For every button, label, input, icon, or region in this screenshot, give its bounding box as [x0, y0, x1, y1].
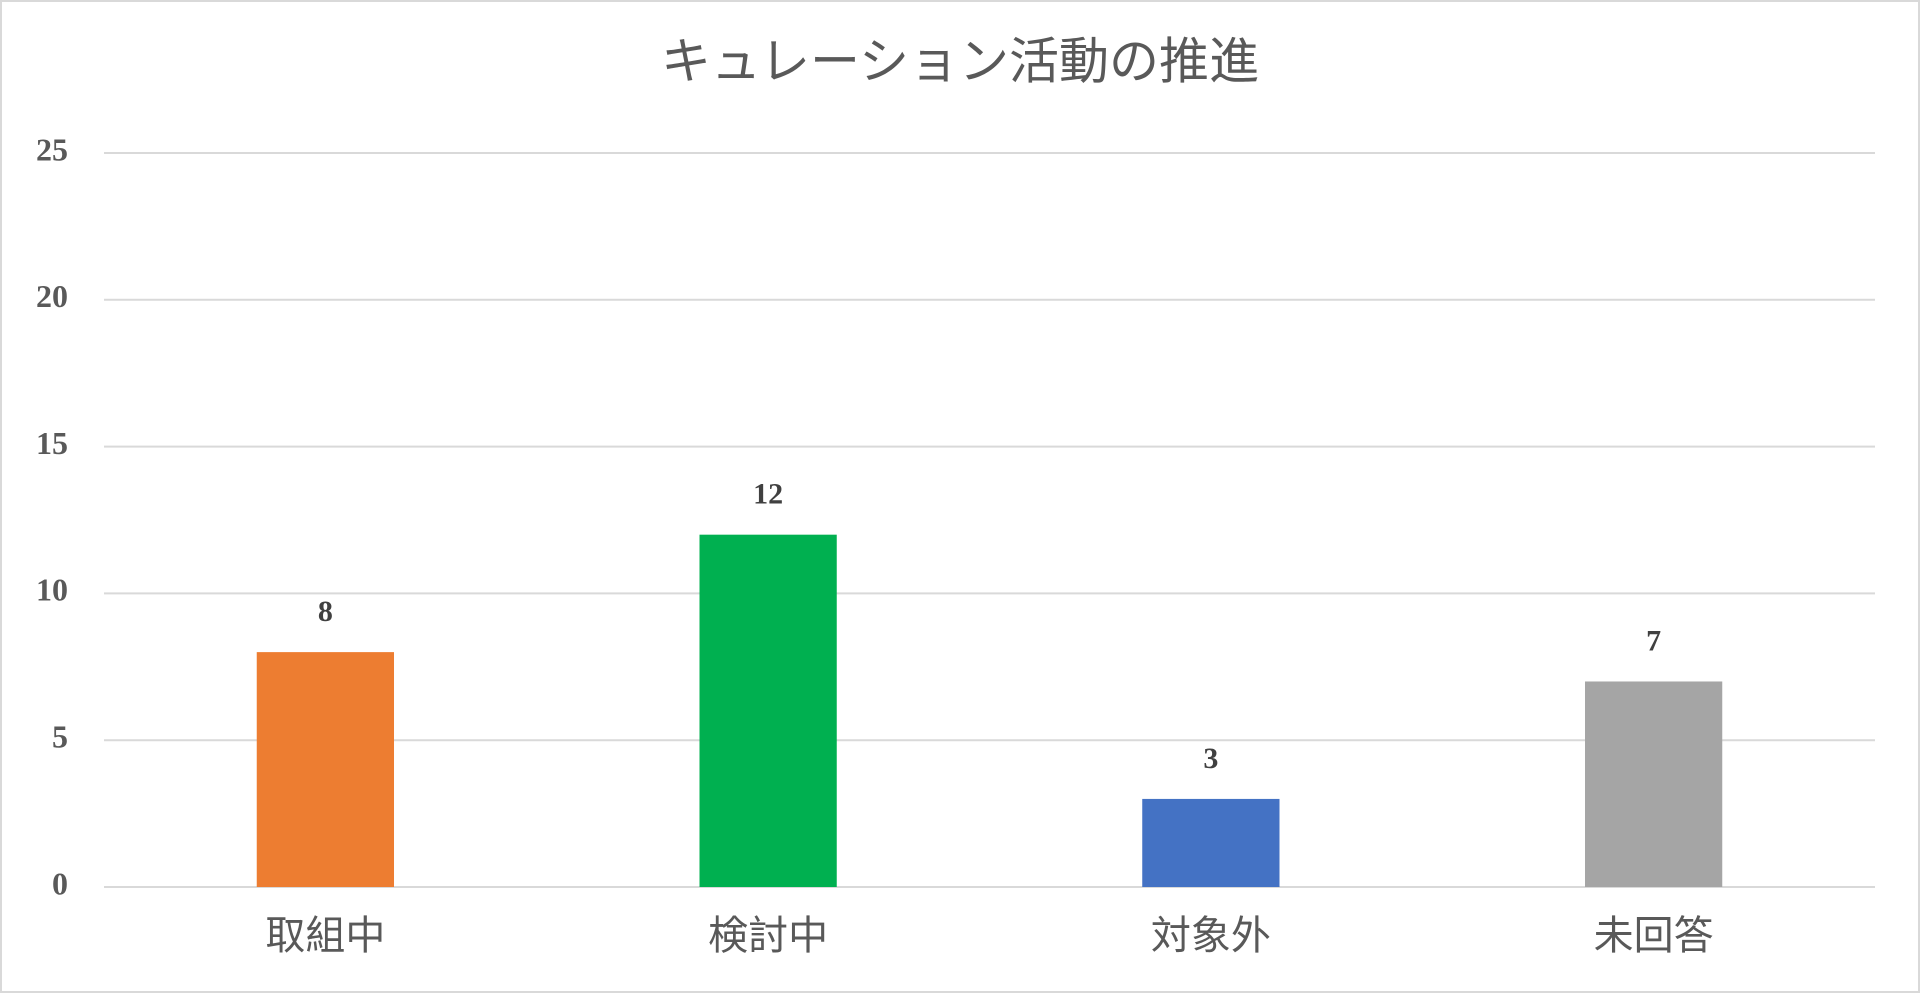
x-tick-label: 取組中 [265, 913, 385, 958]
x-tick-label: 対象外 [1151, 913, 1271, 958]
y-tick-label: 25 [36, 131, 68, 167]
bar [256, 652, 395, 887]
y-tick-label: 0 [52, 865, 68, 901]
y-tick-label: 5 [52, 719, 68, 755]
bar [1142, 798, 1280, 887]
y-tick-label: 20 [36, 278, 68, 314]
y-tick-label: 15 [36, 425, 68, 461]
chart-title: キュレーション活動の推進 [661, 33, 1259, 89]
y-tick-label: 10 [36, 572, 68, 608]
data-label: 7 [1646, 624, 1661, 657]
bar [699, 534, 837, 887]
x-tick-label: 未回答 [1594, 913, 1714, 958]
data-label: 8 [318, 595, 333, 628]
data-label: 3 [1203, 742, 1218, 775]
bar [1584, 681, 1723, 887]
x-tick-label: 検討中 [708, 913, 828, 958]
data-label: 12 [753, 478, 783, 511]
